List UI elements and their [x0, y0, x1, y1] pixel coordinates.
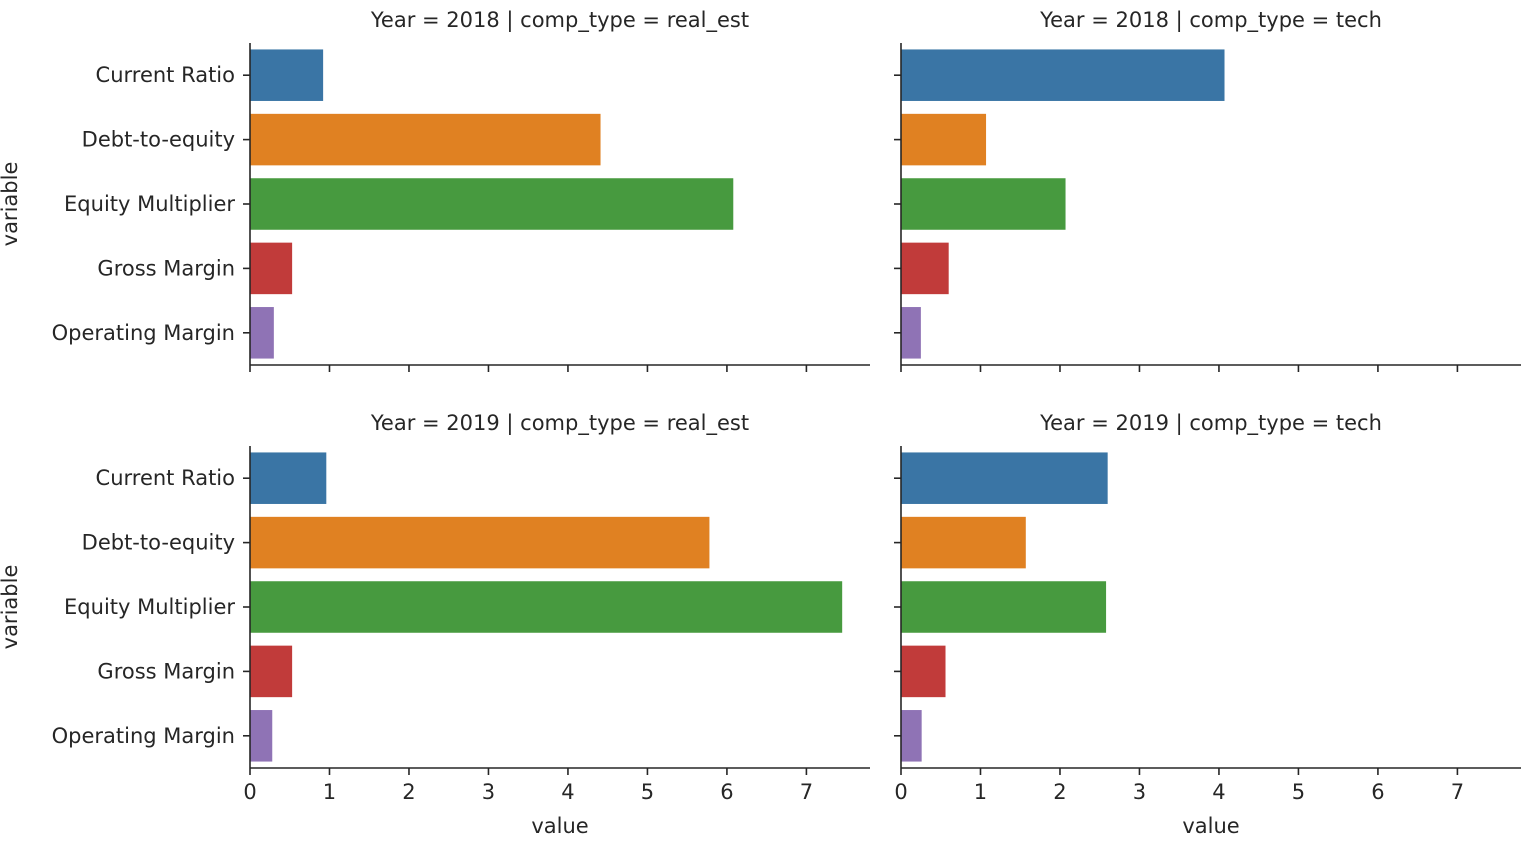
bar-operating-margin: [901, 307, 921, 359]
bar-operating-margin: [250, 710, 273, 762]
bar-equity-multiplier: [250, 178, 734, 230]
x-tick-label: 3: [482, 780, 495, 804]
y-tick-label: Equity Multiplier: [64, 192, 235, 216]
y-tick-label: Operating Margin: [52, 321, 235, 345]
x-tick-label: 5: [1292, 780, 1305, 804]
bar-debt-to-equity: [901, 113, 987, 166]
y-tick-label: Equity Multiplier: [64, 595, 235, 619]
bar-operating-margin: [250, 307, 274, 359]
bar-operating-margin: [901, 710, 922, 762]
x-tick-label: 2: [1053, 780, 1066, 804]
facet-panel-4: [894, 446, 1521, 775]
y-axis-label: variable: [0, 162, 22, 247]
bar-current-ratio: [901, 452, 1108, 504]
x-tick-label: 1: [974, 780, 987, 804]
bar-debt-to-equity: [250, 516, 710, 569]
facet-title: Year = 2019 | comp_type = tech: [1039, 411, 1382, 436]
x-tick-label: 3: [1133, 780, 1146, 804]
bar-current-ratio: [901, 49, 1225, 101]
bar-current-ratio: [250, 452, 327, 504]
bar-gross-margin: [250, 645, 293, 698]
bar-gross-margin: [901, 645, 946, 698]
facet-panel-3: [243, 446, 870, 775]
x-axis-label: value: [1182, 814, 1239, 838]
x-axis-label: value: [531, 814, 588, 838]
bar-current-ratio: [250, 49, 324, 101]
y-tick-label: Current Ratio: [96, 466, 235, 490]
y-axis-label: variable: [0, 565, 22, 650]
x-tick-label: 2: [402, 780, 415, 804]
bar-debt-to-equity: [250, 113, 601, 166]
bar-equity-multiplier: [901, 178, 1066, 230]
x-tick-label: 0: [243, 780, 256, 804]
x-tick-label: 4: [1212, 780, 1225, 804]
y-tick-label: Current Ratio: [96, 63, 235, 87]
x-tick-label: 6: [1371, 780, 1384, 804]
bar-debt-to-equity: [901, 516, 1026, 569]
bar-equity-multiplier: [901, 581, 1107, 633]
x-tick-label: 6: [720, 780, 733, 804]
y-tick-label: Operating Margin: [52, 724, 235, 748]
facet-title: Year = 2018 | comp_type = tech: [1039, 8, 1382, 33]
y-tick-label: Debt-to-equity: [82, 128, 235, 152]
bar-gross-margin: [901, 242, 949, 295]
x-tick-label: 0: [894, 780, 907, 804]
bar-gross-margin: [250, 242, 293, 295]
x-tick-label: 7: [800, 780, 813, 804]
x-tick-label: 5: [641, 780, 654, 804]
x-tick-label: 1: [323, 780, 336, 804]
bar-equity-multiplier: [250, 581, 843, 633]
facet-title: Year = 2019 | comp_type = real_est: [370, 411, 749, 436]
facet-panel-1: [243, 43, 870, 372]
y-tick-label: Gross Margin: [97, 659, 235, 683]
facet-title: Year = 2018 | comp_type = real_est: [370, 8, 749, 33]
y-tick-label: Debt-to-equity: [82, 531, 235, 555]
x-tick-label: 4: [561, 780, 574, 804]
facet-panel-2: [894, 43, 1521, 372]
x-tick-label: 7: [1451, 780, 1464, 804]
y-tick-label: Gross Margin: [97, 256, 235, 280]
